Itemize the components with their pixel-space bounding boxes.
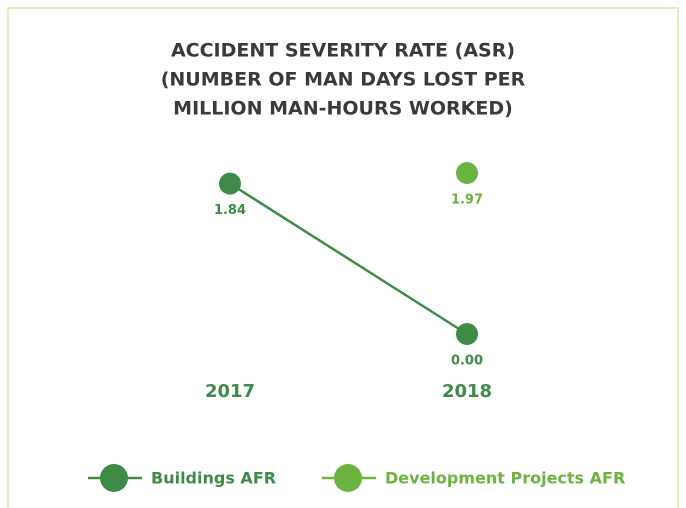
chart-title: (NUMBER OF MAN DAYS LOST PER — [161, 69, 526, 91]
data-label: 1.97 — [451, 193, 483, 208]
point — [219, 172, 241, 195]
series-line — [229, 182, 468, 336]
legend-label: Buildings AFR — [151, 469, 276, 488]
x-tick-label: 2018 — [442, 381, 492, 402]
point — [456, 323, 478, 345]
data-label: 1.84 — [214, 203, 246, 218]
legend-marker — [100, 464, 128, 492]
point — [456, 162, 478, 184]
frame — [7, 7, 679, 508]
x-tick-label: 2017 — [205, 381, 255, 402]
legend-label: Development Projects AFR — [385, 469, 625, 488]
legend-marker — [334, 464, 362, 492]
chart-title: ACCIDENT SEVERITY RATE (ASR) — [171, 40, 515, 62]
chart-title: MILLION MAN-HOURS WORKED) — [173, 98, 513, 120]
data-label: 0.00 — [451, 354, 483, 369]
